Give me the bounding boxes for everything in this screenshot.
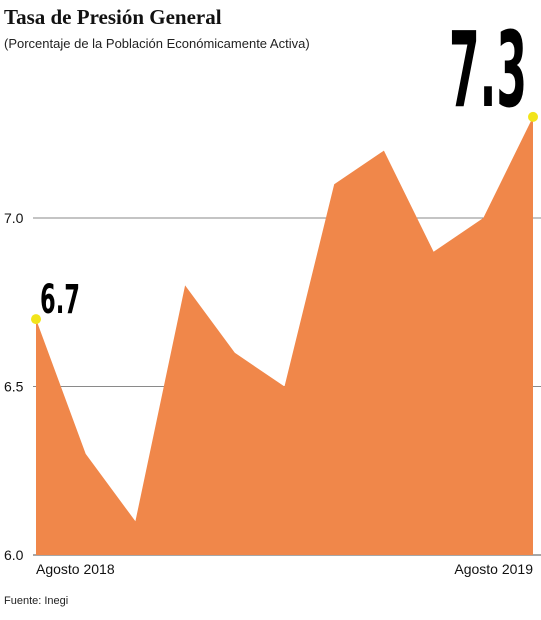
y-tick-6-0: 6.0 xyxy=(4,547,24,563)
source-note: Fuente: Inegi xyxy=(4,595,68,607)
x-label-end: Agosto 2019 xyxy=(454,561,533,577)
start-point-marker xyxy=(31,314,41,325)
y-axis-ticks: 7.0 6.5 6.0 xyxy=(4,210,24,563)
chart-subtitle: (Porcentaje de la Población Económicamen… xyxy=(4,36,310,51)
chart-title: Tasa de Presión General xyxy=(4,5,222,29)
y-tick-7-0: 7.0 xyxy=(4,210,24,226)
start-value-callout: 6.7 xyxy=(40,277,80,323)
x-label-start: Agosto 2018 xyxy=(36,561,115,577)
end-point-marker xyxy=(528,111,538,122)
y-tick-6-5: 6.5 xyxy=(4,379,24,395)
point-markers xyxy=(31,111,538,325)
data-area xyxy=(36,116,533,556)
end-value-callout: 7.3 xyxy=(449,9,527,131)
